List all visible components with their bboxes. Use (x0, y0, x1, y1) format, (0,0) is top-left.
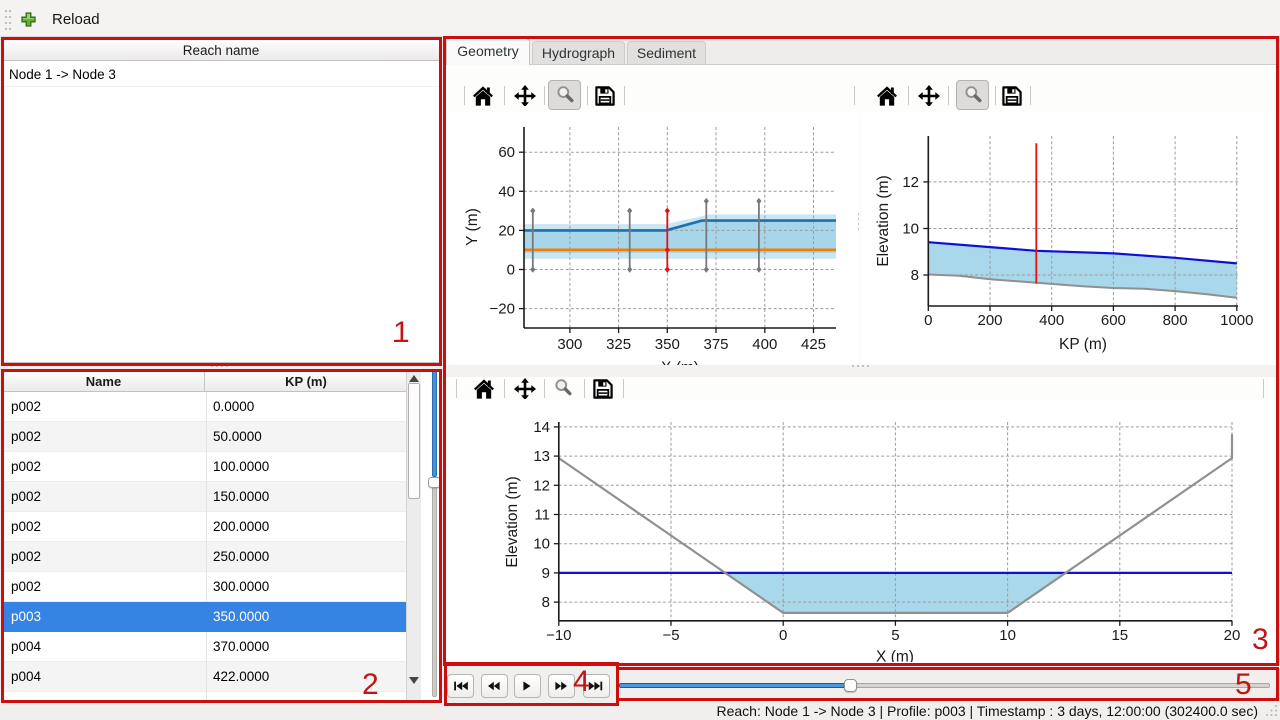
svg-text:325: 325 (606, 336, 631, 353)
svg-text:0: 0 (507, 262, 515, 279)
svg-text:60: 60 (498, 144, 515, 161)
svg-text:−10: −10 (546, 627, 571, 644)
svg-text:8: 8 (911, 267, 919, 284)
svg-text:X (m): X (m) (876, 649, 914, 663)
svg-text:300: 300 (557, 336, 582, 353)
svg-text:13: 13 (533, 448, 550, 465)
svg-text:14: 14 (533, 419, 550, 436)
svg-text:600: 600 (1101, 312, 1126, 329)
svg-text:1000: 1000 (1220, 312, 1253, 329)
svg-text:11: 11 (534, 507, 550, 524)
svg-text:400: 400 (752, 336, 777, 353)
svg-text:9: 9 (542, 565, 550, 582)
svg-text:20: 20 (1224, 627, 1241, 644)
svg-text:10: 10 (533, 536, 550, 553)
svg-text:40: 40 (498, 183, 515, 200)
svg-text:10: 10 (902, 221, 919, 238)
svg-text:400: 400 (1039, 312, 1064, 329)
svg-text:KP (m): KP (m) (1059, 336, 1107, 353)
svg-text:−20: −20 (490, 301, 515, 318)
svg-text:12: 12 (902, 174, 919, 191)
svg-text:800: 800 (1163, 312, 1188, 329)
svg-text:0: 0 (779, 627, 787, 644)
svg-text:5: 5 (891, 627, 899, 644)
svg-text:10: 10 (999, 627, 1016, 644)
svg-text:0: 0 (924, 312, 932, 329)
svg-text:Y (m): Y (m) (464, 208, 481, 246)
svg-text:425: 425 (801, 336, 826, 353)
svg-text:200: 200 (977, 312, 1002, 329)
svg-text:Elevation (m): Elevation (m) (875, 175, 892, 266)
svg-text:350: 350 (655, 336, 680, 353)
svg-text:Elevation (m): Elevation (m) (504, 476, 521, 567)
svg-text:X (m): X (m) (661, 360, 699, 366)
svg-text:12: 12 (533, 477, 550, 494)
svg-text:20: 20 (498, 222, 515, 239)
svg-text:8: 8 (542, 594, 550, 611)
svg-text:375: 375 (703, 336, 728, 353)
svg-text:−5: −5 (662, 627, 679, 644)
svg-text:15: 15 (1111, 627, 1128, 644)
